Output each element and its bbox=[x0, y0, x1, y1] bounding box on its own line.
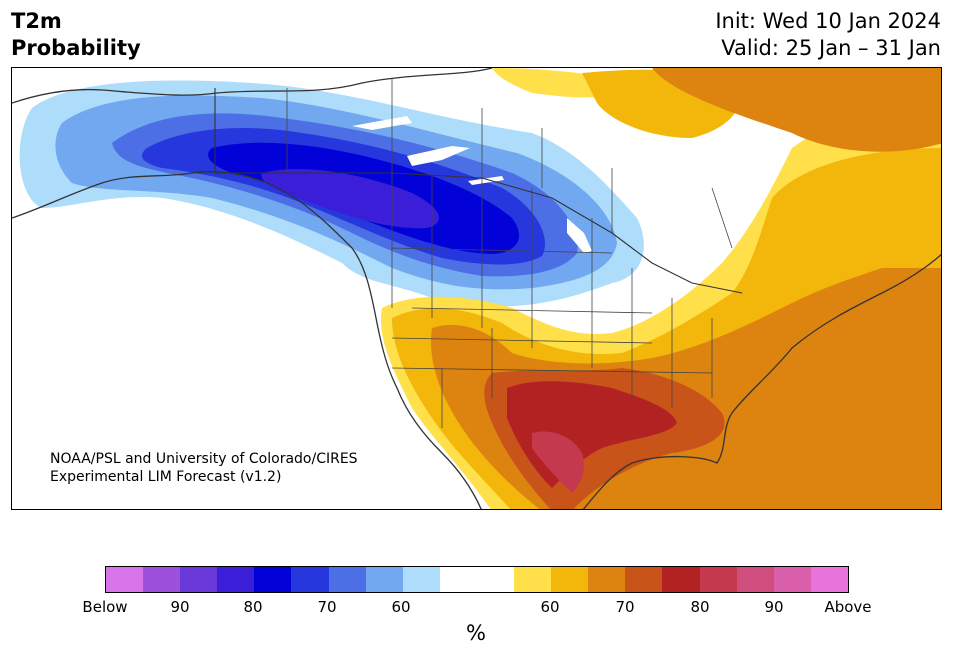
lake-shape bbox=[407, 146, 470, 166]
colorbar-segment bbox=[588, 567, 626, 592]
title-product: Probability bbox=[11, 36, 141, 60]
colorbar-segment bbox=[662, 567, 700, 592]
colorbar-segment bbox=[514, 567, 552, 592]
colorbar-segment bbox=[810, 567, 848, 592]
colorbar-segment bbox=[402, 567, 440, 592]
lake-shape bbox=[567, 218, 592, 253]
init-date: Init: Wed 10 Jan 2024 bbox=[715, 9, 941, 33]
colorbar-tick-label: 80 bbox=[243, 598, 263, 616]
colorbar-segment bbox=[254, 567, 292, 592]
state-borders bbox=[391, 173, 713, 428]
colorbar-tick-label: 60 bbox=[540, 598, 560, 616]
warm-region-far-north bbox=[652, 68, 941, 152]
credit-line-2: Experimental LIM Forecast (v1.2) bbox=[50, 469, 281, 485]
colorbar-tick-label: 70 bbox=[317, 598, 337, 616]
canada-provinces bbox=[286, 78, 733, 249]
colorbar-segment bbox=[773, 567, 811, 592]
colorbar-segment bbox=[551, 567, 589, 592]
colorbar-tick-label: 70 bbox=[615, 598, 635, 616]
colorbar-segment bbox=[180, 567, 218, 592]
valid-period: Valid: 25 Jan – 31 Jan bbox=[721, 36, 941, 60]
probability-colorbar bbox=[105, 566, 849, 593]
colorbar-tick-label: 60 bbox=[391, 598, 411, 616]
cold-region-85 bbox=[261, 169, 439, 229]
lake-shape bbox=[352, 116, 412, 130]
colorbar-segment bbox=[699, 567, 737, 592]
colorbar-tick-label: Below bbox=[82, 598, 128, 616]
colorbar-segment bbox=[106, 567, 144, 592]
colorbar-segment bbox=[736, 567, 774, 592]
colorbar-tick-labels: Below 90 80 70 60 60 70 80 90 Above bbox=[0, 598, 953, 618]
colorbar-segment bbox=[365, 567, 403, 592]
colorbar-tick-label: 90 bbox=[170, 598, 190, 616]
lake-shape bbox=[468, 176, 504, 185]
colorbar-segment bbox=[625, 567, 663, 592]
probability-map: NOAA/PSL and University of Colorado/CIRE… bbox=[12, 68, 941, 509]
colorbar-segment bbox=[217, 567, 255, 592]
forecast-map: NOAA/PSL and University of Colorado/CIRE… bbox=[11, 67, 942, 510]
colorbar-tick-label: 80 bbox=[690, 598, 710, 616]
forecast-dates: Init: Wed 10 Jan 2024 Valid: 25 Jan – 31… bbox=[715, 8, 941, 62]
warm-region-85 bbox=[532, 431, 584, 493]
country-border bbox=[214, 88, 743, 294]
coastline bbox=[12, 68, 941, 509]
credit-line-1: NOAA/PSL and University of Colorado/CIRE… bbox=[50, 451, 358, 467]
title-variable: T2m bbox=[11, 9, 62, 33]
colorbar-tick-label: 90 bbox=[764, 598, 784, 616]
map-title: T2m Probability bbox=[11, 8, 141, 62]
colorbar-segment bbox=[143, 567, 181, 592]
colorbar-unit: % bbox=[466, 621, 486, 645]
colorbar-segment bbox=[291, 567, 329, 592]
colorbar-segment bbox=[328, 567, 366, 592]
colorbar-segment bbox=[439, 567, 477, 592]
colorbar-segment bbox=[476, 567, 515, 592]
colorbar-tick-label: Above bbox=[824, 598, 872, 616]
